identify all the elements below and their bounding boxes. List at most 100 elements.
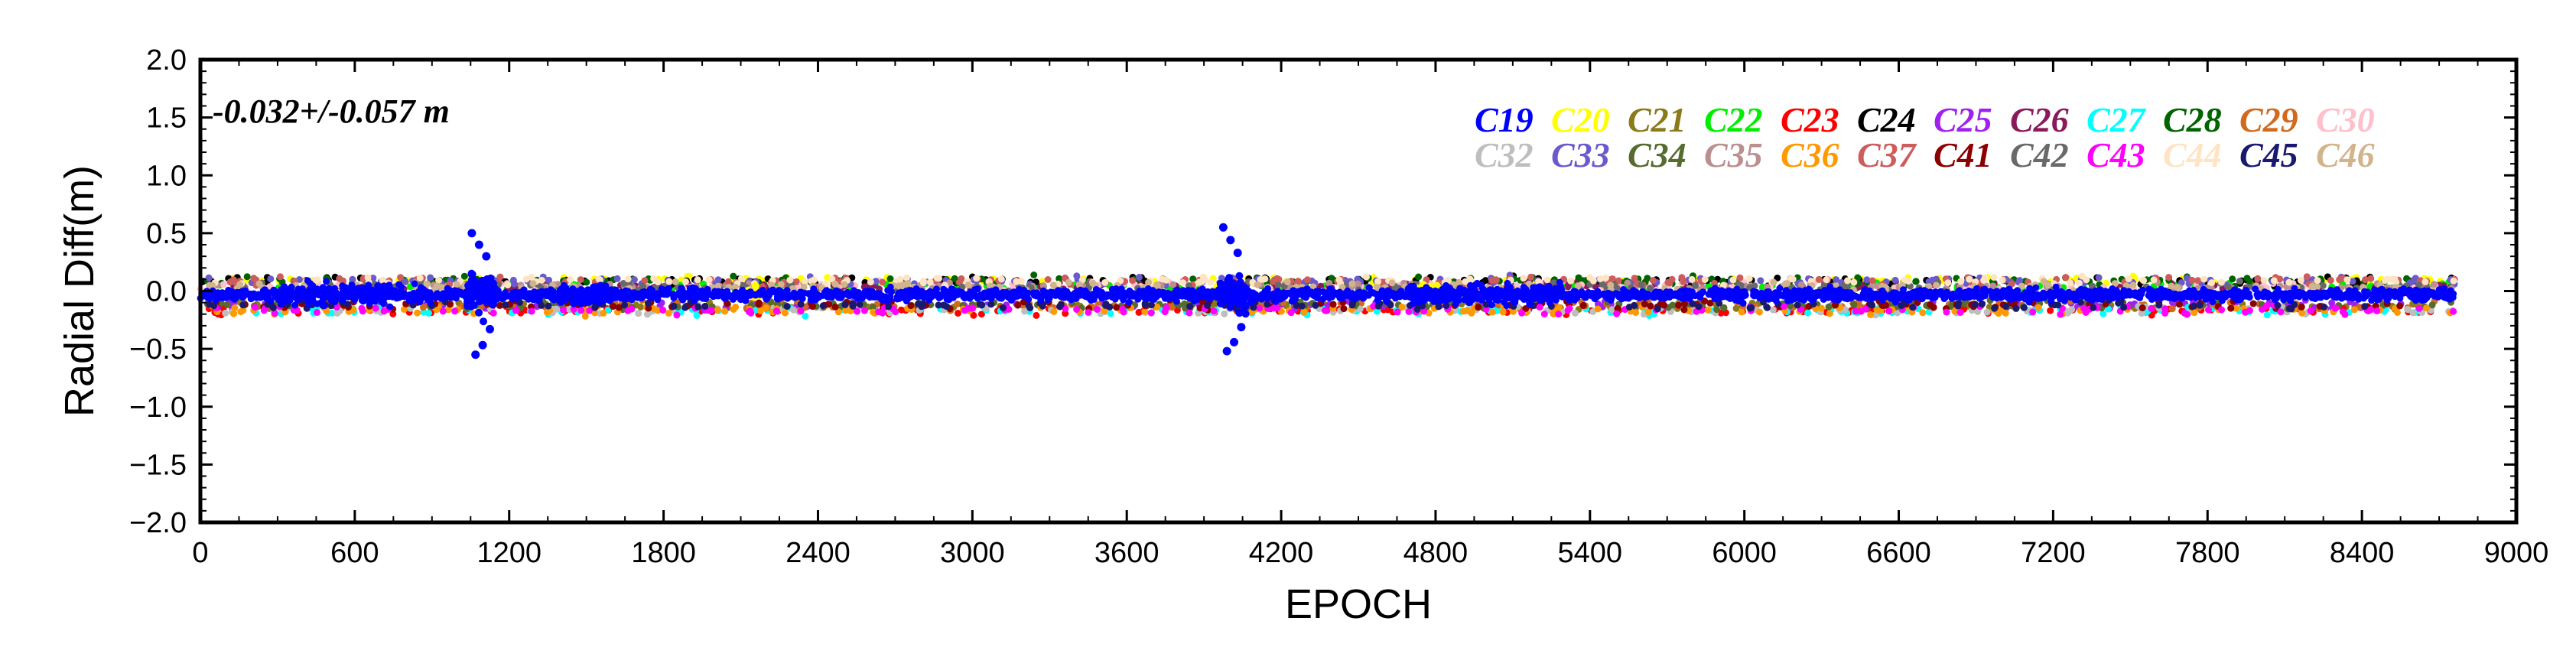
- point-c28: [2243, 275, 2251, 282]
- point-c33: [1863, 276, 1871, 284]
- point-c45: [987, 301, 995, 308]
- point-c35: [1989, 282, 1997, 290]
- point-c36: [1997, 307, 2005, 314]
- point-c36: [782, 309, 789, 317]
- point-c33: [630, 276, 638, 284]
- point-c41: [809, 303, 816, 311]
- point-c36: [1499, 308, 1507, 316]
- point-c37: [1680, 278, 1687, 285]
- point-c45: [701, 302, 709, 310]
- point-c43: [512, 307, 519, 314]
- point-c43: [358, 304, 366, 312]
- point-c19: [1125, 298, 1133, 306]
- point-c46: [2129, 281, 2137, 289]
- point-c28: [1030, 272, 1038, 278]
- point-c44: [801, 278, 808, 286]
- point-c33: [427, 274, 434, 281]
- point-c45: [644, 299, 652, 307]
- point-c43: [333, 304, 340, 311]
- point-c43: [2082, 309, 2090, 316]
- point-c46: [1373, 284, 1381, 291]
- point-c45: [1794, 301, 1801, 309]
- point-c36: [1468, 309, 1475, 317]
- point-c33: [1757, 277, 1764, 285]
- point-c36: [323, 307, 330, 315]
- point-c27: [1107, 310, 1114, 317]
- point-c37: [226, 278, 234, 286]
- point-c45: [1348, 301, 1356, 309]
- point-c43: [1566, 304, 1573, 312]
- point-c36: [1460, 307, 1467, 315]
- point-c45: [1971, 301, 1979, 308]
- point-c43: [2246, 307, 2253, 314]
- point-c19: [1725, 287, 1732, 294]
- point-c43: [1862, 305, 1869, 313]
- point-c44: [919, 279, 927, 287]
- point-c41: [1878, 302, 1886, 310]
- point-c46: [800, 283, 808, 291]
- point-c44: [624, 275, 632, 283]
- point-c45: [1442, 302, 1450, 310]
- point-c43: [1613, 310, 1621, 317]
- point-c21: [637, 303, 645, 311]
- point-c44: [522, 275, 530, 283]
- point-c37: [1668, 275, 1676, 283]
- point-c43: [439, 307, 447, 315]
- point-c43: [1885, 307, 1893, 315]
- point-c37: [2062, 274, 2070, 281]
- point-c44: [2343, 276, 2351, 284]
- point-c45: [681, 304, 689, 311]
- point-c44: [903, 274, 910, 281]
- point-c45: [694, 303, 702, 311]
- point-c45: [1954, 302, 1962, 310]
- point-c28: [1415, 273, 1423, 281]
- point-c45: [545, 302, 552, 310]
- point-c36: [756, 307, 764, 314]
- point-c44: [2450, 277, 2457, 285]
- point-c34: [869, 304, 877, 311]
- point-c36: [1594, 305, 1602, 313]
- point-c19: [1981, 285, 1989, 293]
- point-c43: [2373, 307, 2381, 314]
- point-c45: [1186, 303, 1194, 311]
- point-c45: [239, 301, 247, 309]
- point-c45: [797, 301, 805, 308]
- point-c45: [210, 302, 217, 310]
- point-c43: [271, 310, 278, 317]
- point-c34: [1669, 301, 1677, 309]
- point-c43: [860, 307, 868, 314]
- point-c23: [970, 311, 977, 319]
- point-c33: [1891, 276, 1899, 284]
- point-c36: [1704, 306, 1712, 314]
- point-c36: [231, 304, 239, 311]
- point-c43: [1186, 309, 1193, 317]
- point-c37: [1303, 276, 1311, 284]
- point-c41: [1832, 301, 1839, 309]
- point-c45: [1147, 301, 1155, 309]
- point-c23: [389, 311, 397, 317]
- point-c36: [1153, 303, 1161, 311]
- point-c45: [1909, 304, 1917, 311]
- point-c33: [872, 278, 880, 285]
- data-points: [197, 223, 2458, 359]
- point-c45: [935, 301, 942, 309]
- point-c43: [1094, 306, 1101, 313]
- point-c43: [2339, 308, 2347, 316]
- point-c45: [2361, 303, 2369, 311]
- point-c45: [1654, 305, 1661, 313]
- point-c44: [2391, 275, 2399, 283]
- point-c43: [2277, 308, 2285, 316]
- point-c37: [2008, 280, 2015, 288]
- point-c44: [1688, 275, 1696, 283]
- point-c33: [205, 274, 213, 281]
- point-c36: [650, 305, 658, 312]
- point-c41: [831, 303, 839, 311]
- point-c45: [856, 301, 864, 308]
- point-c28: [460, 272, 468, 280]
- point-c46: [841, 281, 848, 288]
- point-c44: [416, 275, 424, 282]
- point-c36: [2298, 309, 2306, 317]
- point-c37: [2367, 275, 2375, 282]
- point-c45: [819, 302, 827, 310]
